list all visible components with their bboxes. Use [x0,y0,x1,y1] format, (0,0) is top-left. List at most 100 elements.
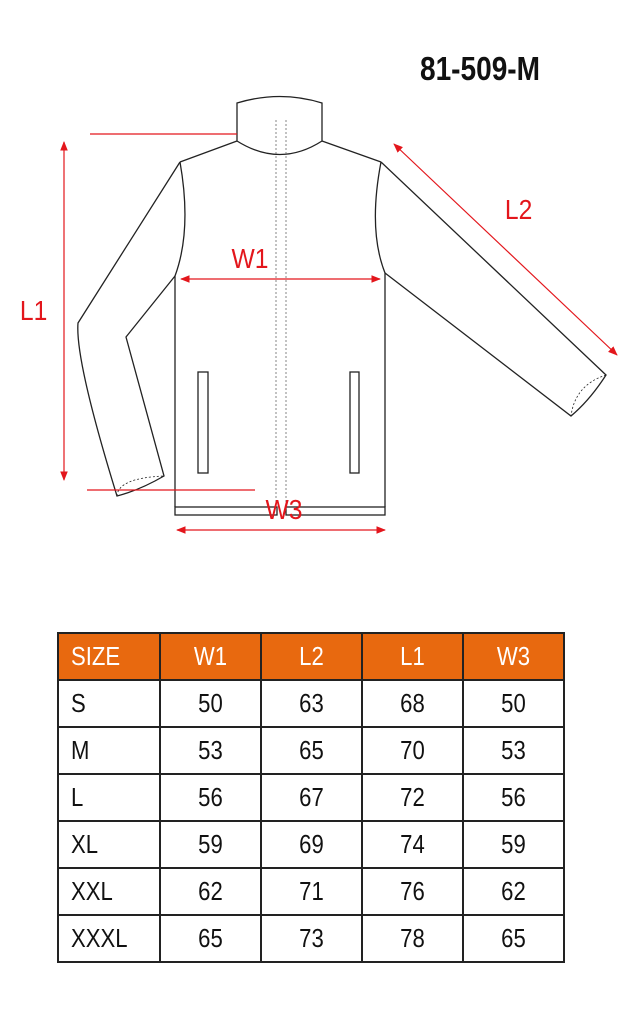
cell-value: 59 [501,829,526,859]
cell-value: 50 [198,688,223,718]
measure-cell: 53 [159,726,262,775]
cell-value: 62 [501,876,526,906]
size-cell: S [57,679,161,728]
label-w1: W1 [231,243,269,274]
cell-value: 72 [400,782,425,812]
collar [236,95,323,156]
measure-cell: 73 [260,914,363,963]
measure-cell: 70 [361,726,464,775]
cell-value: 67 [299,782,324,812]
cell-value: XXL [71,876,113,906]
table-header-row: SIZE W1 L2 L1 W3 [57,632,565,681]
right-shoulder [321,140,382,163]
product-code: 81-509-M [419,50,541,87]
measure-cell: 56 [462,773,565,822]
column-header: L2 [260,632,363,681]
cell-value: 56 [198,782,223,812]
cell-value: 53 [501,735,526,765]
right-pocket [349,371,360,474]
cell-value: 71 [299,876,324,906]
measure-cell: 62 [462,867,565,916]
cell-value: 53 [198,735,223,765]
label-l2: L2 [504,194,533,225]
cell-value: 68 [400,688,425,718]
measure-cell: 50 [159,679,262,728]
column-header: W1 [159,632,262,681]
left-pocket [197,371,209,474]
measure-cell: 56 [159,773,262,822]
body-left [174,161,186,507]
measure-cell: 71 [260,867,363,916]
measure-cell: 63 [260,679,363,728]
cell-value: XL [71,829,99,859]
right-cuff [570,374,607,417]
cell-value: 59 [198,829,223,859]
body-right [374,161,386,507]
cell-value: XXXL [71,923,128,953]
jacket-outline [77,95,607,516]
label-l1: L1 [19,295,48,326]
column-header-label: SIZE [71,641,121,671]
cell-value: 74 [400,829,425,859]
measure-cell: 59 [159,820,262,869]
measure-cell: 68 [361,679,464,728]
table-row: XXL 62 71 76 62 [57,867,565,916]
column-header: W3 [462,632,565,681]
column-header-label: W3 [496,641,531,671]
table-row: XL 59 69 74 59 [57,820,565,869]
measure-cell: 65 [260,726,363,775]
table-row: S 50 63 68 50 [57,679,565,728]
cell-value: 65 [501,923,526,953]
left-shoulder [179,140,238,163]
cell-value: 70 [400,735,425,765]
measure-lines [60,133,618,534]
size-cell: L [57,773,161,822]
column-header-label: W1 [193,641,228,671]
l2-arrow [393,143,618,356]
measure-cell: 62 [159,867,262,916]
cell-value: 62 [198,876,223,906]
right-sleeve [380,161,607,417]
size-cell: XXXL [57,914,161,963]
cell-value: L [71,782,84,812]
table-row: XXXL 65 73 78 65 [57,914,565,963]
measure-cell: 78 [361,914,464,963]
measure-cell: 65 [462,914,565,963]
left-sleeve [77,161,181,497]
measure-cell: 69 [260,820,363,869]
measure-cell: 65 [159,914,262,963]
cell-value: 65 [198,923,223,953]
cell-value: 69 [299,829,324,859]
cell-value: 76 [400,876,425,906]
measure-cell: 53 [462,726,565,775]
size-cell: XL [57,820,161,869]
left-cuff [116,475,165,497]
size-table: SIZE W1 L2 L1 W3 S 50 63 68 50 M 53 65 70 53 L 56 67 72 56… [57,632,565,963]
cell-value: 63 [299,688,324,718]
table-row: M 53 65 70 53 [57,726,565,775]
measure-cell: 59 [462,820,565,869]
column-header: L1 [361,632,464,681]
column-header: SIZE [57,632,161,681]
hem-left [174,506,278,516]
size-cell: M [57,726,161,775]
column-header-label: L1 [400,641,425,671]
cell-value: S [71,688,86,718]
cell-value: 73 [299,923,324,953]
measure-cell: 74 [361,820,464,869]
measure-cell: 72 [361,773,464,822]
hem-right [285,506,386,516]
cell-value: 78 [400,923,425,953]
zipper [275,120,287,507]
table-row: L 56 67 72 56 [57,773,565,822]
cell-value: 50 [501,688,526,718]
jacket-diagram [60,95,618,534]
cell-value: 56 [501,782,526,812]
cell-value: M [71,735,90,765]
measure-cell: 67 [260,773,363,822]
cell-value: 65 [299,735,324,765]
column-header-label: L2 [299,641,324,671]
size-cell: XXL [57,867,161,916]
label-w3: W3 [265,494,303,525]
measure-cell: 50 [462,679,565,728]
